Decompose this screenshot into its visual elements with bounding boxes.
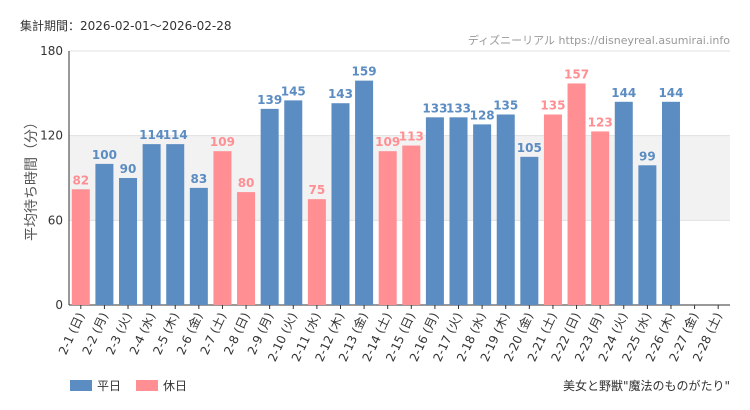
value-label: 159 bbox=[352, 65, 377, 79]
legend-label: 平日 bbox=[97, 379, 121, 393]
bar bbox=[142, 144, 161, 305]
y-tick-label: 60 bbox=[48, 213, 63, 227]
value-label: 144 bbox=[611, 86, 636, 100]
value-label: 99 bbox=[639, 149, 656, 163]
bar bbox=[307, 199, 326, 305]
legend-label: 休日 bbox=[163, 379, 187, 393]
value-label: 133 bbox=[422, 101, 447, 115]
value-label: 100 bbox=[92, 148, 117, 162]
bar bbox=[543, 114, 562, 305]
bar bbox=[237, 192, 256, 305]
bar bbox=[355, 80, 374, 305]
bar bbox=[119, 178, 138, 305]
value-label: 109 bbox=[375, 135, 400, 149]
bar bbox=[402, 145, 421, 305]
bar bbox=[95, 163, 114, 305]
y-tick-label: 0 bbox=[55, 298, 63, 312]
value-label: 90 bbox=[120, 162, 137, 176]
bar bbox=[661, 101, 680, 305]
value-label: 157 bbox=[564, 67, 589, 81]
value-label: 144 bbox=[658, 86, 683, 100]
value-label: 75 bbox=[309, 183, 326, 197]
bar bbox=[449, 117, 468, 305]
value-label: 143 bbox=[328, 87, 353, 101]
attraction: 美女と野獣"魔法のものがたり" bbox=[563, 378, 730, 393]
bar bbox=[284, 100, 303, 305]
value-label: 114 bbox=[163, 128, 188, 142]
value-label: 135 bbox=[493, 99, 518, 113]
bar bbox=[591, 131, 610, 305]
bar bbox=[166, 144, 185, 305]
value-label: 139 bbox=[257, 93, 282, 107]
value-label: 113 bbox=[399, 130, 424, 144]
legend-swatch bbox=[136, 380, 158, 391]
bar bbox=[473, 124, 492, 305]
bar bbox=[331, 103, 350, 305]
y-tick-label: 180 bbox=[40, 44, 63, 58]
bar bbox=[213, 151, 232, 305]
value-label: 128 bbox=[470, 108, 495, 122]
y-tick-label: 120 bbox=[40, 129, 63, 143]
value-label: 114 bbox=[139, 128, 164, 142]
bar bbox=[425, 117, 444, 305]
bar bbox=[260, 108, 279, 305]
value-label: 105 bbox=[517, 141, 542, 155]
value-label: 135 bbox=[540, 99, 565, 113]
value-label: 109 bbox=[210, 135, 235, 149]
bar bbox=[567, 83, 586, 305]
value-label: 83 bbox=[190, 172, 207, 186]
bar bbox=[520, 156, 539, 305]
bar bbox=[189, 187, 208, 305]
bar bbox=[496, 114, 515, 305]
value-label: 145 bbox=[281, 84, 306, 98]
legend-swatch bbox=[70, 380, 92, 391]
source: ディズニーリアル https://disneyreal.asumirai.inf… bbox=[468, 33, 730, 47]
y-axis-label: 平均待ち時間（分） bbox=[24, 115, 40, 241]
period: 集計期間：2026-02-01〜2026-02-28 bbox=[20, 18, 231, 33]
value-label: 123 bbox=[588, 115, 613, 129]
value-label: 80 bbox=[238, 176, 255, 190]
value-label: 82 bbox=[72, 173, 89, 187]
bar bbox=[638, 165, 657, 305]
value-label: 133 bbox=[446, 101, 471, 115]
bar bbox=[378, 151, 397, 305]
bar bbox=[71, 189, 90, 305]
bar bbox=[614, 101, 633, 305]
